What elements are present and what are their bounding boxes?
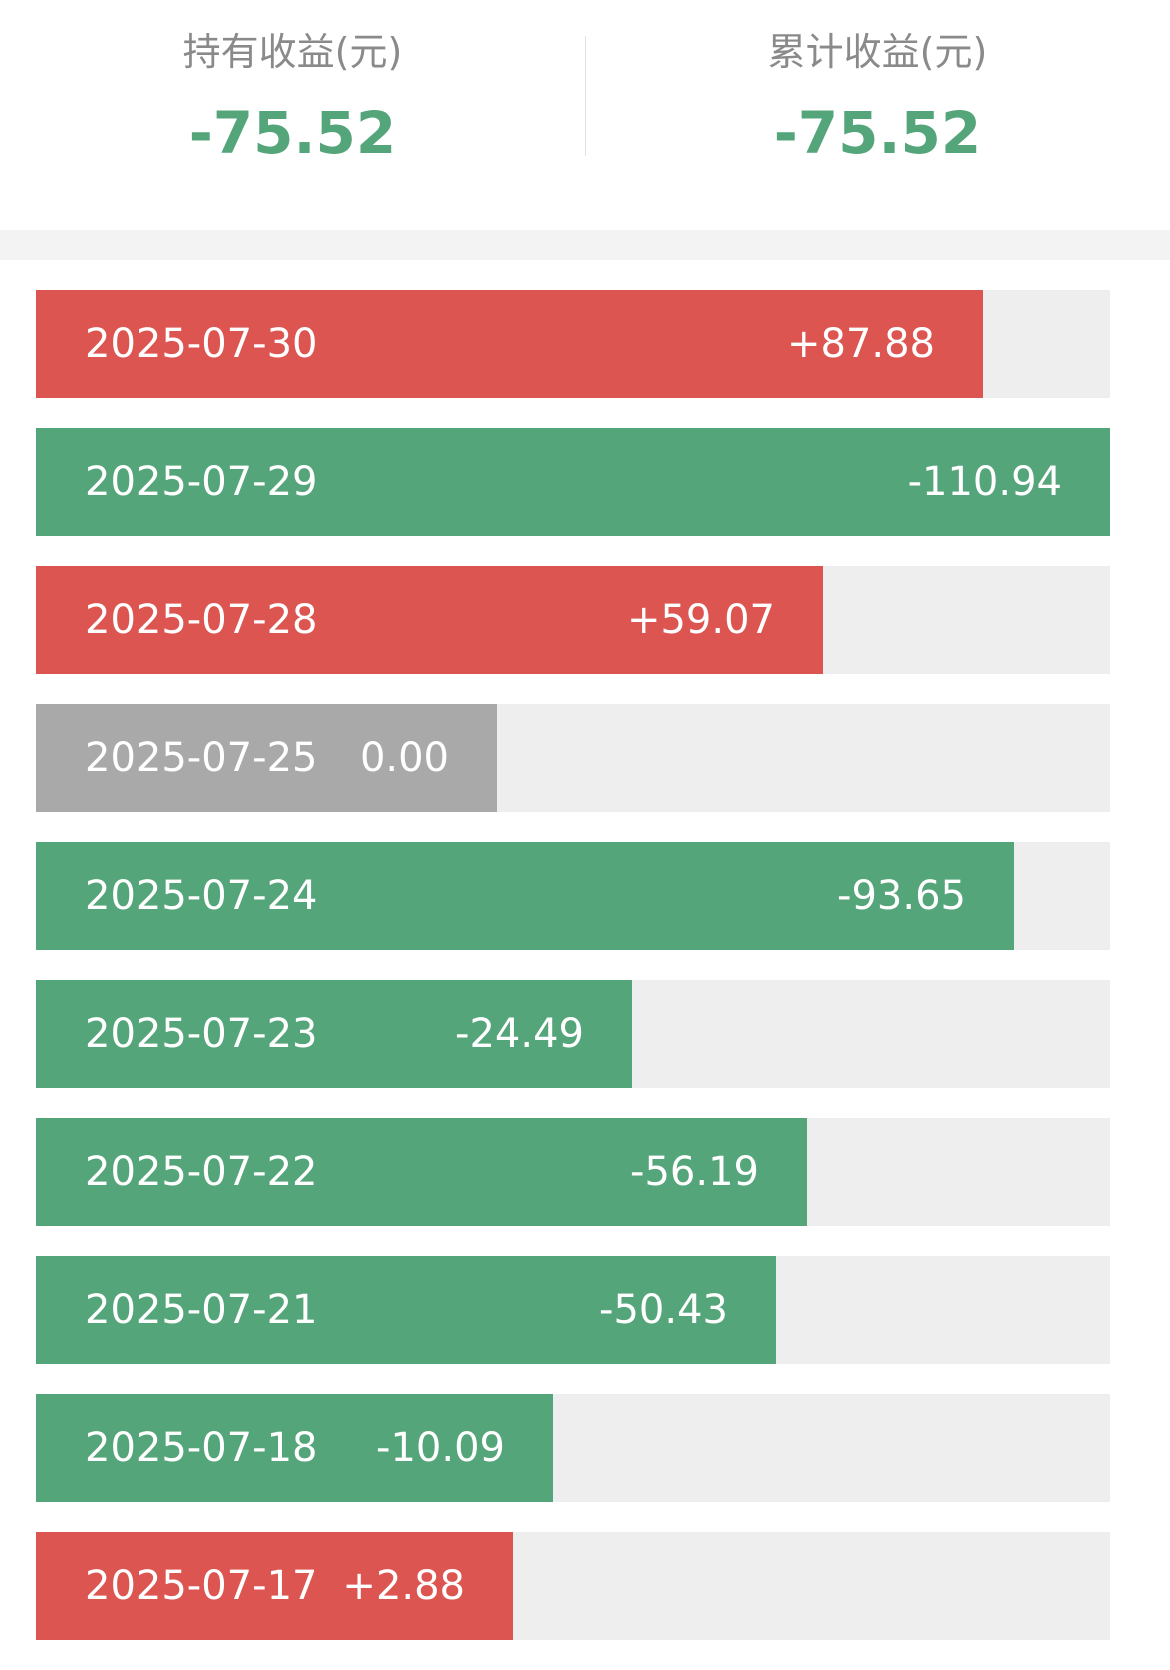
row-date: 2025-07-21: [85, 1287, 318, 1333]
earnings-bar: [36, 1394, 553, 1502]
row-value: +87.88: [786, 321, 935, 367]
summary-divider: [585, 36, 586, 156]
row-value: -24.49: [455, 1011, 584, 1057]
section-divider: [0, 230, 1170, 260]
cumulative-earnings[interactable]: 累计收益(元) -75.52: [585, 0, 1170, 230]
earnings-bar: [36, 1532, 513, 1640]
row-value: -10.09: [376, 1425, 505, 1471]
row-value: 0.00: [359, 735, 449, 781]
daily-earnings-row[interactable]: 2025-07-23 -24.49: [36, 980, 1110, 1088]
cumulative-earnings-label: 累计收益(元): [767, 30, 988, 74]
row-date: 2025-07-29: [85, 459, 318, 505]
daily-earnings-row[interactable]: 2025-07-17 +2.88: [36, 1532, 1110, 1640]
daily-earnings-row[interactable]: 2025-07-24 -93.65: [36, 842, 1110, 950]
row-date: 2025-07-30: [85, 321, 318, 367]
holding-earnings-value: -75.52: [188, 99, 397, 167]
holding-earnings-label: 持有收益(元): [182, 30, 403, 74]
row-value: +59.07: [626, 597, 775, 643]
earnings-summary: 持有收益(元) -75.52 累计收益(元) -75.52: [0, 0, 1170, 230]
holding-earnings[interactable]: 持有收益(元) -75.52: [0, 0, 585, 230]
daily-earnings-row[interactable]: 2025-07-18 -10.09: [36, 1394, 1110, 1502]
row-date: 2025-07-23: [85, 1011, 318, 1057]
earnings-bar: [36, 1118, 807, 1226]
daily-earnings-list: 2025-07-30 +87.88 2025-07-29 -110.94 2025-07…: [36, 290, 1110, 1670]
daily-earnings-row[interactable]: 2025-07-30 +87.88: [36, 290, 1110, 398]
earnings-bar: [36, 290, 983, 398]
row-value: +2.88: [342, 1563, 465, 1609]
row-value: -110.94: [907, 459, 1062, 505]
cumulative-earnings-value: -75.52: [773, 99, 982, 167]
earnings-bar: [36, 704, 497, 812]
row-date: 2025-07-17: [85, 1563, 318, 1609]
row-value: -50.43: [599, 1287, 728, 1333]
daily-earnings-row[interactable]: 2025-07-29 -110.94: [36, 428, 1110, 536]
row-date: 2025-07-18: [85, 1425, 318, 1471]
daily-earnings-row[interactable]: 2025-07-22 -56.19: [36, 1118, 1110, 1226]
row-date: 2025-07-22: [85, 1149, 318, 1195]
earnings-bar: [36, 1256, 776, 1364]
row-date: 2025-07-25: [85, 735, 318, 781]
daily-earnings-row[interactable]: 2025-07-21 -50.43: [36, 1256, 1110, 1364]
earnings-bar: [36, 842, 1014, 950]
row-date: 2025-07-28: [85, 597, 318, 643]
earnings-bar: [36, 428, 1110, 536]
daily-earnings-row[interactable]: 2025-07-28 +59.07: [36, 566, 1110, 674]
earnings-bar: [36, 980, 632, 1088]
row-date: 2025-07-24: [85, 873, 318, 919]
daily-earnings-row[interactable]: 2025-07-25 0.00: [36, 704, 1110, 812]
row-value: -93.65: [837, 873, 966, 919]
row-value: -56.19: [630, 1149, 759, 1195]
earnings-bar: [36, 566, 823, 674]
